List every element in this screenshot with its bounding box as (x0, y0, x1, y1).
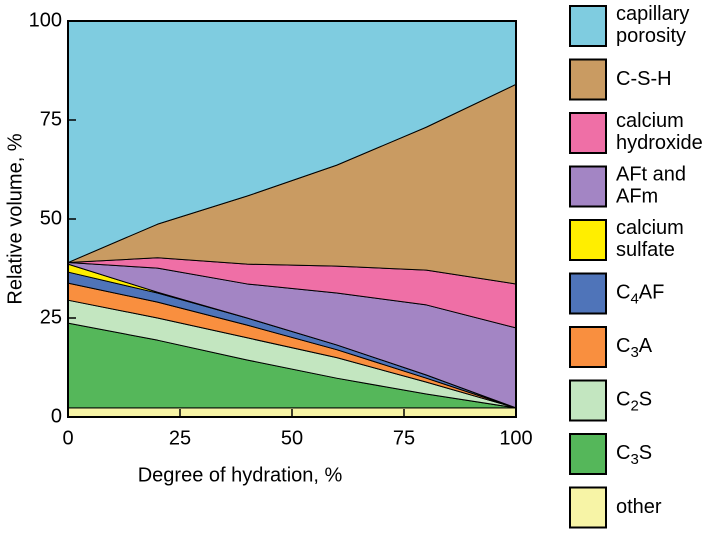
y-tick-label: 0 (51, 405, 62, 427)
legend-swatch (569, 433, 607, 475)
legend-swatch (569, 58, 607, 101)
y-tick-label: 100 (29, 9, 62, 31)
legend-swatch (569, 326, 607, 368)
legend-swatch (569, 272, 607, 315)
x-axis-label: Degree of hydration, % (138, 464, 343, 486)
legend-label: calcium sulfate (616, 217, 684, 261)
legend-label: C3A (616, 335, 653, 361)
y-tick-label: 75 (40, 108, 62, 130)
legend-label: C-S-H (616, 68, 672, 90)
legend-label: C2S (616, 389, 652, 415)
legend-swatch (569, 112, 607, 154)
legend-swatch (569, 5, 607, 47)
legend-swatch (569, 165, 607, 208)
legend-label: capillary porosity (616, 3, 689, 47)
y-tick-label: 25 (40, 306, 62, 328)
legend-label: C3S (616, 442, 652, 468)
y-tick-label: 50 (40, 207, 62, 229)
legend-label: C4AF (616, 282, 664, 308)
x-tick-label: 25 (169, 427, 191, 449)
x-tick-label: 75 (393, 427, 415, 449)
x-tick-label: 0 (62, 427, 73, 449)
legend-label: calcium hydroxide (616, 110, 703, 154)
legend-swatch (569, 379, 607, 422)
legend-swatch (569, 486, 607, 529)
x-tick-label: 100 (499, 427, 532, 449)
legend-label: AFt and AFm (616, 164, 686, 208)
y-axis-label: Relative volume, % (4, 133, 26, 304)
legend-label: other (616, 496, 662, 518)
legend-swatch (569, 219, 607, 261)
x-tick-label: 50 (281, 427, 303, 449)
